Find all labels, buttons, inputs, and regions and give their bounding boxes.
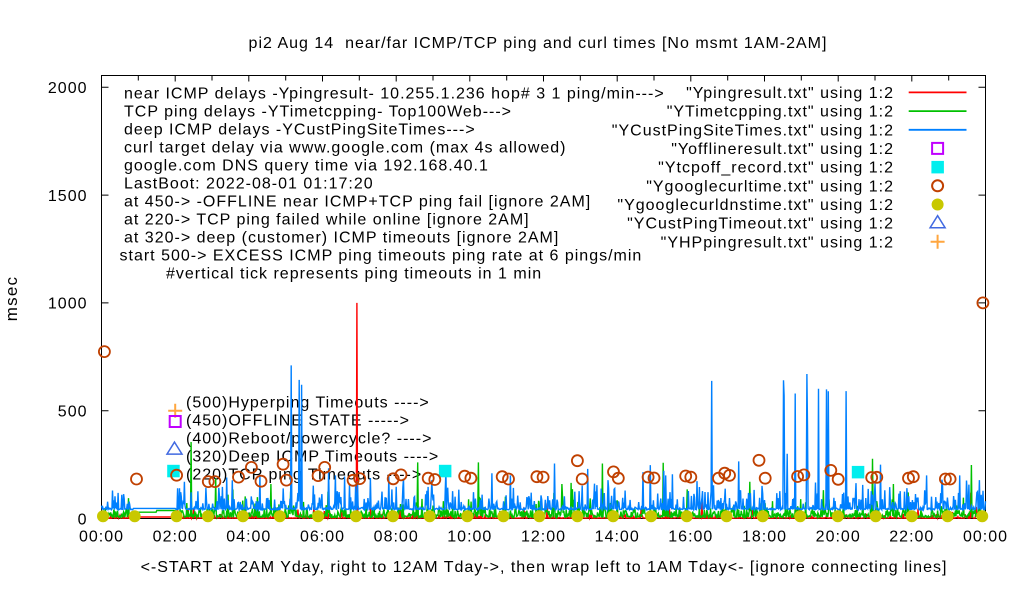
svg-text:0: 0 [78,511,88,528]
svg-text:curl target delay via www.goog: curl target delay via www.google.com (ma… [124,139,567,156]
svg-text:02:00: 02:00 [153,529,198,546]
svg-text:1500: 1500 [48,188,88,205]
svg-text:"YHPpingresult.txt" using 1:2: "YHPpingresult.txt" using 1:2 [661,234,894,251]
svg-text:1000: 1000 [48,296,88,313]
svg-text:18:00: 18:00 [742,529,787,546]
svg-text:12:00: 12:00 [521,529,566,546]
svg-text:20:00: 20:00 [816,529,861,546]
svg-text:"Ygooglecurldnstime.txt" using: "Ygooglecurldnstime.txt" using 1:2 [617,197,894,214]
svg-text:pi2 Aug 14 near/far ICMP/TCP: pi2 Aug 14 near/far ICMP/TCP ping and cu… [249,35,828,52]
svg-text:00:00: 00:00 [79,529,124,546]
svg-text:08:00: 08:00 [374,529,419,546]
svg-text:#vertical tick represents ping: #vertical tick represents ping timeouts … [166,265,542,282]
svg-text:06:00: 06:00 [300,529,345,546]
svg-text:at 320-> deep (customer) ICMP: at 320-> deep (customer) ICMP timeouts [… [124,229,559,246]
svg-text:"Ygooglecurltime.txt" using 1:: "Ygooglecurltime.txt" using 1:2 [646,178,894,195]
svg-text:at 450-> -OFFLINE near ICMP+TC: at 450-> -OFFLINE near ICMP+TCP ping fai… [124,193,591,210]
svg-text:LastBoot: 2022-08-01 01:17:20: LastBoot: 2022-08-01 01:17:20 [124,175,374,192]
svg-text:(450)OFFLINE STATE ----->: (450)OFFLINE STATE -----> [186,413,410,430]
svg-text:"Yofflineresult.txt" using 1:2: "Yofflineresult.txt" using 1:2 [671,141,894,158]
svg-text:00:00: 00:00 [963,529,1008,546]
svg-text:near ICMP delays -Ypingresult-: near ICMP delays -Ypingresult- 10.255.1.… [124,85,665,102]
svg-text:14:00: 14:00 [595,529,640,546]
svg-text:(400)Reboot/powercycle? ---->: (400)Reboot/powercycle? ----> [186,431,432,448]
svg-text:deep ICMP delays -YCustPingSit: deep ICMP delays -YCustPingSiteTimes---> [124,121,476,138]
svg-text:"YCustPingTimeout.txt" using 1: "YCustPingTimeout.txt" using 1:2 [627,216,894,233]
svg-text:"Ypingresult.txt" using 1:2: "Ypingresult.txt" using 1:2 [686,85,894,102]
svg-text:start 500-> EXCESS ICMP ping t: start 500-> EXCESS ICMP ping timeouts pi… [120,247,643,264]
svg-text:(500)Hyperping Timeouts ---->: (500)Hyperping Timeouts ----> [186,395,430,412]
svg-text:msec: msec [2,276,21,321]
svg-text:google.com DNS query time via: google.com DNS query time via 192.168.40… [124,157,489,174]
svg-text:10:00: 10:00 [447,529,492,546]
svg-text:16:00: 16:00 [668,529,713,546]
svg-text:500: 500 [58,404,88,421]
svg-text:"Ytcpoff_record.txt" using 1:2: "Ytcpoff_record.txt" using 1:2 [658,160,894,177]
svg-text:"YTimetcpping.txt" using 1:2: "YTimetcpping.txt" using 1:2 [667,104,894,121]
svg-text:"YCustPingSiteTimes.txt" using: "YCustPingSiteTimes.txt" using 1:2 [612,122,894,139]
svg-text:04:00: 04:00 [226,529,271,546]
svg-text:(220)TCP ping Timeouts ---->: (220)TCP ping Timeouts ----> [186,467,422,484]
svg-text:TCP ping delays -YTimetcpping-: TCP ping delays -YTimetcpping- Top100Web… [124,103,512,120]
svg-text:(320)Deep ICMP Timeouts ---->: (320)Deep ICMP Timeouts ----> [186,449,439,466]
svg-text:22:00: 22:00 [889,529,934,546]
svg-text:at 220-> TCP ping failed while: at 220-> TCP ping failed while online [i… [124,211,530,228]
svg-text:2000: 2000 [48,80,88,97]
svg-text:<-START at 2AM Yday, right to: <-START at 2AM Yday, right to 12AM Tday-… [141,559,948,576]
